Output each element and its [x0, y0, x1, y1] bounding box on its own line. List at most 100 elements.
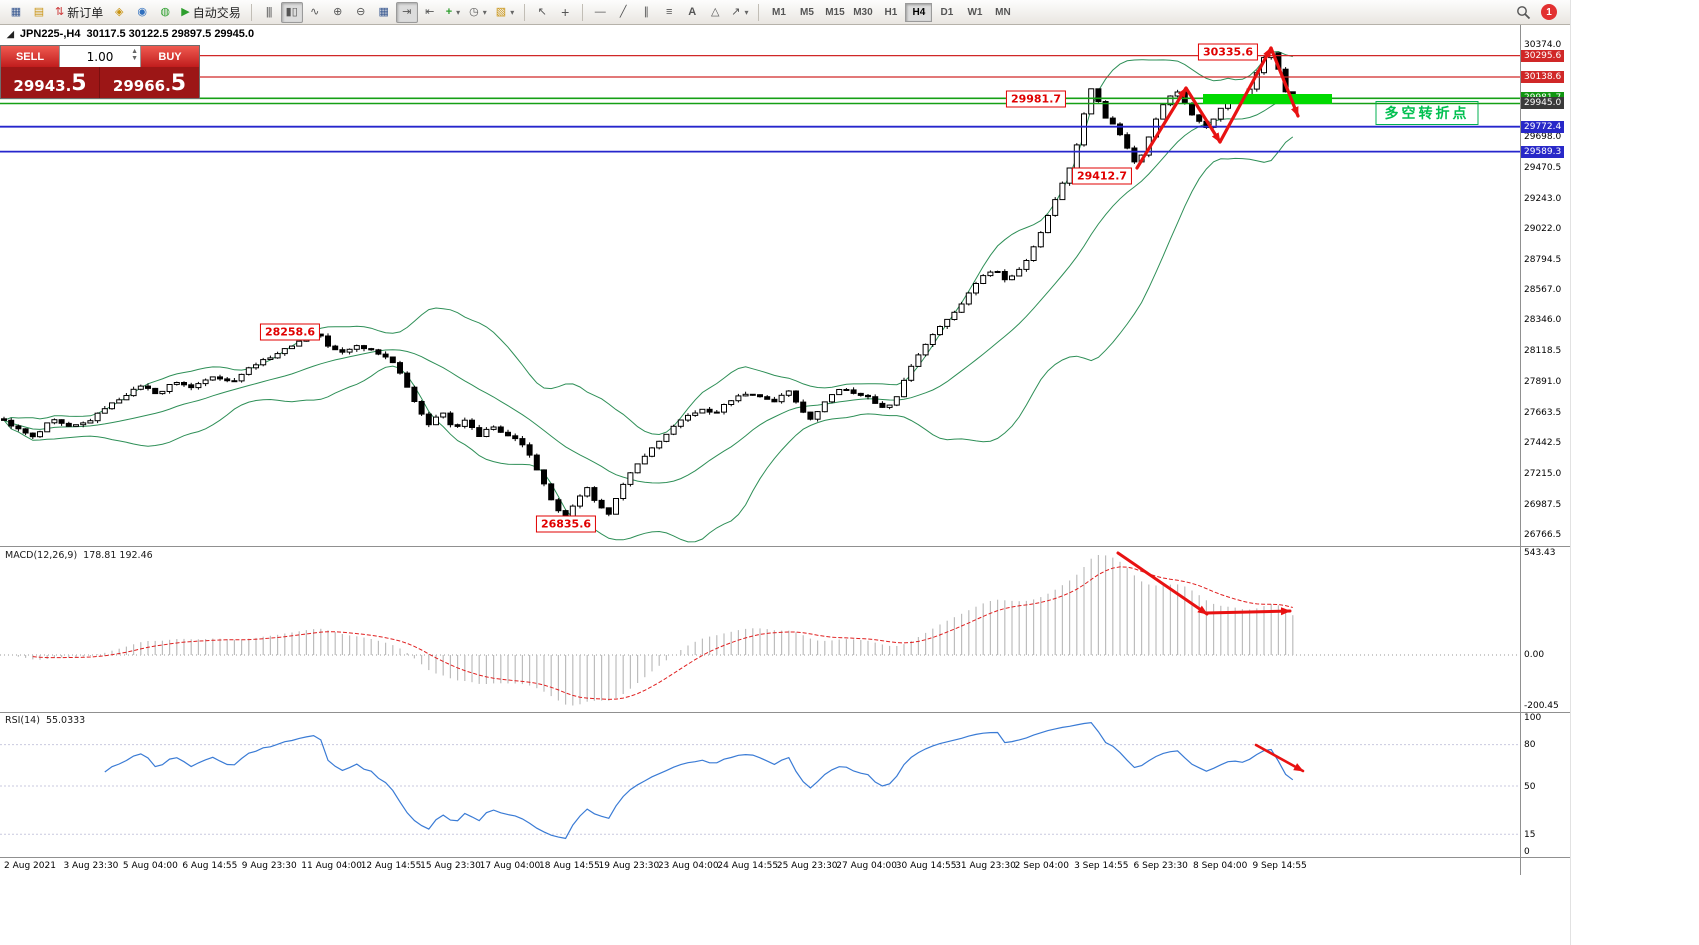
rsi-axis-value: 50: [1524, 782, 1536, 792]
timeframe-m30[interactable]: M30: [853, 6, 873, 18]
channel-glyph: ∥: [643, 5, 649, 18]
templates-glyph: ▧: [495, 5, 507, 18]
price-annotation[interactable]: 26835.6: [535, 515, 597, 533]
timeframe-mn[interactable]: MN: [995, 6, 1011, 18]
sell-price-frac: 5: [71, 71, 87, 97]
auto-scroll-icon[interactable]: ⇥: [395, 1, 418, 23]
one-click-trading-panel: SELL ▲ ▼ BUY 29943. 5 29966. 5: [0, 45, 200, 99]
auto-scroll-glyph: ⇥: [402, 5, 412, 18]
price-tick: 26766.5: [1524, 530, 1562, 540]
time-label: 17 Aug 04:00: [479, 861, 541, 871]
metaquotes-icon[interactable]: ◈: [108, 2, 130, 23]
price-annotation[interactable]: 29981.7: [1005, 90, 1067, 108]
arrows-tool-icon[interactable]: ↗ ▾: [727, 2, 752, 23]
rsi-header: RSI(14) 55.0333: [5, 715, 85, 726]
macd-values: 178.81 192.46: [83, 550, 153, 561]
rsi-axis-value: 80: [1524, 740, 1536, 750]
price-tick: 28794.5: [1524, 254, 1562, 265]
indicators-icon[interactable]: + ▾: [442, 2, 464, 23]
bar-chart-icon[interactable]: |||: [258, 2, 280, 23]
timeframe-h4[interactable]: H4: [905, 2, 933, 22]
line-chart-icon[interactable]: ∿: [304, 2, 326, 23]
new-chart-icon[interactable]: ▦: [5, 2, 27, 23]
shapes-icon[interactable]: △: [704, 2, 726, 23]
time-axis-divider: [0, 857, 1570, 858]
horizontal-line-icon[interactable]: —: [589, 2, 611, 23]
profiles-icon[interactable]: ▤: [28, 2, 50, 23]
periods-icon[interactable]: ◷ ▾: [465, 2, 491, 23]
price-line-label: 29772.4: [1521, 120, 1565, 133]
timeframe-d1[interactable]: D1: [940, 6, 954, 18]
time-label: 6 Sep 23:30: [1133, 861, 1188, 871]
autotrading-button[interactable]: ▶ 自动交易: [177, 2, 244, 23]
turning-point-label[interactable]: 多空转折点: [1375, 101, 1479, 125]
time-label: 3 Sep 14:55: [1074, 861, 1129, 871]
macd-panel-divider[interactable]: [0, 546, 1570, 547]
timeframe-h1[interactable]: H1: [884, 6, 898, 18]
rsi-panel-divider[interactable]: [0, 712, 1570, 713]
bar-chart-glyph: |||: [265, 5, 273, 18]
notification-badge[interactable]: 1: [1541, 4, 1557, 20]
zoom-in-icon[interactable]: ⊕: [327, 2, 349, 23]
timeframe-w1[interactable]: W1: [967, 6, 983, 18]
price-annotation[interactable]: 28258.6: [259, 323, 321, 341]
metaquotes-icon-glyph: ◈: [115, 5, 124, 18]
volume-down-icon[interactable]: ▼: [131, 55, 138, 62]
text-tool-glyph: A: [688, 5, 697, 18]
time-label: 25 Aug 23:30: [776, 861, 838, 871]
chart-shift-icon[interactable]: ⇤: [419, 2, 441, 23]
buy-price-int: 29966.: [112, 77, 171, 95]
candlestick-chart-icon[interactable]: ▮▯: [280, 1, 303, 23]
channel-icon[interactable]: ∥: [635, 2, 657, 23]
price-tick: 27442.5: [1524, 438, 1562, 449]
templates-icon[interactable]: ▧ ▾: [492, 2, 518, 23]
fibonacci-icon[interactable]: ≡: [658, 2, 680, 23]
new-order-icon: ⇅: [55, 5, 65, 18]
main-chart-layer: [0, 46, 1520, 543]
tile-windows-icon[interactable]: ▦: [373, 2, 395, 23]
buy-price[interactable]: 29966. 5: [100, 67, 199, 98]
volume-input[interactable]: [72, 49, 128, 64]
price-tick: 28567.0: [1524, 285, 1562, 296]
new-order-button[interactable]: ⇅ 新订单: [51, 2, 107, 23]
time-label: 18 Aug 14:55: [539, 861, 600, 871]
price-scale-divider[interactable]: [1520, 25, 1521, 875]
time-label: 19 Aug 23:30: [598, 861, 660, 871]
price-annotation[interactable]: 30335.6: [1197, 43, 1259, 61]
chart-shift-glyph: ⇤: [425, 5, 435, 18]
time-label: 8 Sep 04:00: [1193, 861, 1248, 871]
sell-button[interactable]: SELL: [1, 46, 59, 67]
market-watch-icon[interactable]: ◉: [131, 2, 153, 23]
price-annotation[interactable]: 29412.7: [1071, 167, 1133, 185]
timeframe-m15[interactable]: M15: [825, 6, 845, 18]
rsi-axis-value: 0: [1524, 847, 1530, 857]
text-tool-icon[interactable]: A: [681, 2, 703, 23]
price-tick: 27891.0: [1524, 377, 1562, 388]
volume-up-icon[interactable]: ▲: [131, 48, 138, 55]
candlestick-glyph: ▮▯: [285, 5, 298, 18]
trendline-icon[interactable]: ╱: [612, 2, 634, 23]
buy-button[interactable]: BUY: [141, 46, 199, 67]
indicators-glyph: +: [445, 5, 453, 18]
zoom-out-icon[interactable]: ⊖: [350, 2, 372, 23]
volume-field[interactable]: ▲ ▼: [59, 46, 141, 67]
timeframe-m1[interactable]: M1: [772, 6, 786, 18]
rsi-label: RSI(14): [5, 715, 40, 726]
rsi-axis-value: 15: [1524, 830, 1536, 840]
crosshair-icon[interactable]: +: [554, 2, 576, 23]
mql5-community-icon[interactable]: ◍: [154, 2, 176, 23]
price-tick: 27215.0: [1524, 469, 1562, 480]
sell-price[interactable]: 29943. 5: [1, 67, 100, 98]
cursor-glyph: ↖: [537, 5, 547, 18]
time-label: 15 Aug 23:30: [420, 861, 481, 871]
time-label: 27 Aug 04:00: [836, 861, 897, 871]
toolbar-separator: [758, 3, 760, 21]
timeframe-group: M1 M5 M15 M30 H1 H4 D1 W1 MN: [765, 2, 1016, 22]
timeframe-m5[interactable]: M5: [800, 6, 814, 18]
cursor-icon[interactable]: ↖: [531, 2, 553, 23]
price-tick: 29470.5: [1524, 162, 1562, 173]
time-label: 9 Sep 14:55: [1252, 861, 1307, 871]
search-icon[interactable]: [1516, 5, 1531, 20]
price-line-label: 30295.6: [1521, 49, 1565, 62]
